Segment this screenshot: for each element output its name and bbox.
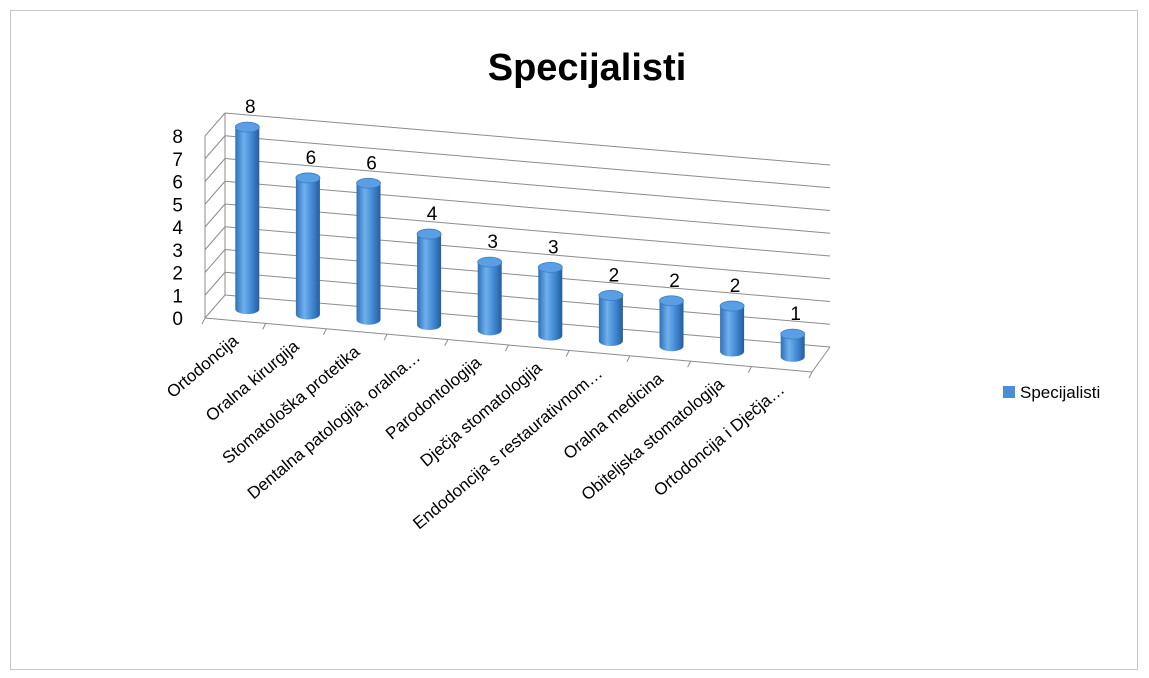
data-label: 3 bbox=[548, 237, 559, 258]
side-gridline bbox=[204, 226, 226, 251]
gridline bbox=[224, 158, 831, 211]
bar-top bbox=[416, 228, 442, 240]
side-gridline bbox=[204, 249, 226, 273]
y-tick-label: 2 bbox=[172, 264, 183, 285]
bar-body bbox=[417, 234, 442, 331]
gridline bbox=[224, 203, 831, 257]
x-tick bbox=[444, 339, 449, 346]
bar bbox=[659, 295, 684, 352]
bar-body bbox=[780, 334, 805, 362]
bar bbox=[719, 300, 745, 357]
side-gridline bbox=[204, 271, 226, 296]
category-label: Ortodoncija i Dječja… bbox=[650, 380, 788, 500]
data-label: 3 bbox=[487, 232, 498, 253]
bar bbox=[234, 121, 260, 315]
bar bbox=[295, 172, 321, 320]
gridline bbox=[224, 249, 831, 302]
y-tick-label: 7 bbox=[172, 150, 183, 171]
data-label: 6 bbox=[306, 148, 317, 169]
x-tick bbox=[505, 344, 509, 352]
bar-body bbox=[598, 295, 623, 346]
gridline bbox=[224, 180, 831, 234]
bar-body bbox=[356, 183, 381, 325]
legend-label: Specijalisti bbox=[1020, 383, 1100, 402]
bar-body bbox=[235, 127, 260, 315]
bar-top bbox=[659, 295, 684, 307]
chart-title: Specijalisti bbox=[488, 47, 687, 89]
bar bbox=[598, 290, 624, 346]
bar-body bbox=[659, 300, 684, 352]
data-label: 6 bbox=[366, 153, 377, 174]
x-tick bbox=[565, 350, 570, 357]
bar-body bbox=[295, 177, 320, 320]
x-tick bbox=[262, 323, 267, 330]
bar bbox=[477, 256, 503, 336]
floor-right-edge bbox=[811, 346, 831, 373]
category-label: Dječja stomatologija bbox=[417, 358, 546, 471]
side-gridline bbox=[204, 294, 226, 319]
data-label: 2 bbox=[730, 276, 741, 297]
x-tick bbox=[687, 360, 692, 368]
data-label: 1 bbox=[790, 304, 801, 325]
side-gridline bbox=[204, 135, 226, 160]
legend: Specijalisti bbox=[1003, 383, 1100, 402]
bar-top bbox=[234, 121, 260, 133]
chart-frame bbox=[10, 10, 1138, 670]
bar-top bbox=[719, 300, 745, 312]
bar-body bbox=[477, 262, 502, 336]
bar-top bbox=[598, 290, 624, 301]
bar bbox=[780, 328, 806, 362]
x-tick bbox=[322, 328, 327, 336]
bar-body bbox=[720, 306, 745, 357]
side-gridline bbox=[204, 203, 226, 228]
y-tick-label: 4 bbox=[172, 218, 183, 239]
gridline bbox=[224, 112, 831, 166]
x-tick bbox=[201, 317, 206, 325]
y-tick-label: 0 bbox=[172, 309, 183, 330]
side-gridline bbox=[204, 180, 226, 205]
bar-top bbox=[780, 328, 806, 340]
data-labels: 8 6 6 4 3 3 2 2 2 1 bbox=[245, 97, 801, 325]
x-tick bbox=[747, 366, 752, 373]
y-tick-label: 8 bbox=[172, 127, 183, 148]
bar-body bbox=[538, 267, 563, 341]
bar-top bbox=[537, 261, 563, 273]
gridline bbox=[224, 135, 831, 189]
data-label: 2 bbox=[609, 265, 620, 286]
y-tick-label: 6 bbox=[172, 173, 183, 194]
data-label: 2 bbox=[669, 271, 680, 292]
side-gridline bbox=[204, 112, 226, 137]
gridline bbox=[224, 226, 831, 280]
x-tick bbox=[383, 333, 388, 341]
bar bbox=[416, 228, 442, 331]
bar-top bbox=[477, 256, 503, 268]
bar-top bbox=[295, 172, 321, 184]
bars bbox=[234, 121, 806, 362]
legend-swatch bbox=[1003, 386, 1015, 398]
x-tick bbox=[808, 371, 813, 379]
y-tick-label: 5 bbox=[172, 195, 183, 216]
y-tick-label: 1 bbox=[172, 286, 183, 307]
bar bbox=[537, 261, 563, 341]
bar-top bbox=[356, 177, 381, 189]
data-label: 8 bbox=[245, 97, 256, 118]
bar bbox=[356, 177, 381, 325]
x-tick bbox=[626, 355, 631, 363]
y-tick-label: 3 bbox=[172, 241, 183, 262]
side-gridline bbox=[204, 158, 226, 182]
data-label: 4 bbox=[427, 204, 438, 225]
